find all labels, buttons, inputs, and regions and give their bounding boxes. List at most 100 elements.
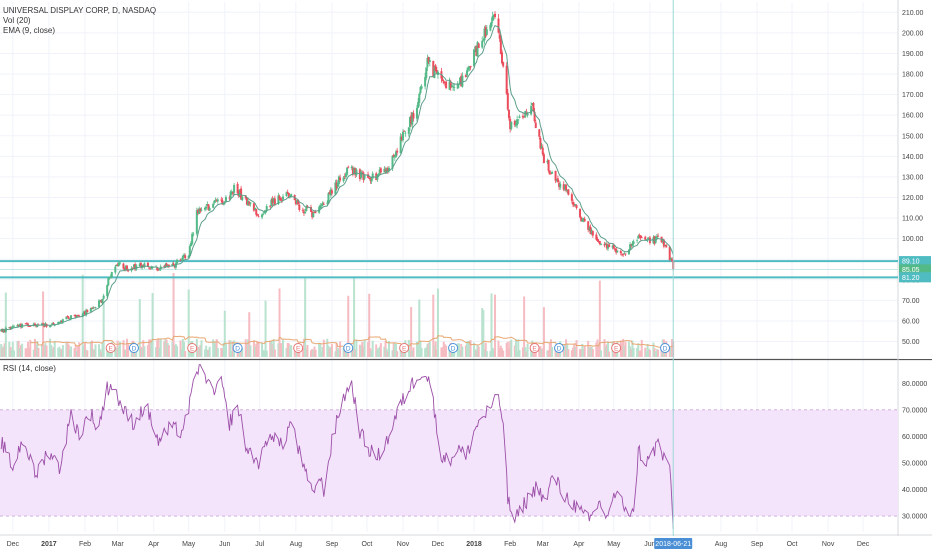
candle-body xyxy=(122,263,125,269)
volume-bar xyxy=(506,341,509,357)
price-tag: 89.10 xyxy=(899,256,931,267)
volume-bar xyxy=(350,347,353,357)
earnings-marker[interactable]: E xyxy=(293,343,304,353)
volume-bar xyxy=(101,342,104,357)
candle-body xyxy=(132,264,135,268)
volume-bar xyxy=(346,351,349,357)
candle-body xyxy=(2,329,5,333)
event-marker-circle xyxy=(529,343,540,353)
candle-body xyxy=(347,166,350,168)
volume-bar xyxy=(228,340,231,357)
volume-bar xyxy=(86,350,89,357)
candle-body xyxy=(505,65,508,94)
rsi-tick-label: 50.0000 xyxy=(902,460,927,467)
price-axis[interactable]: 50.0060.0070.0080.0090.00100.00110.00120… xyxy=(899,0,932,359)
volume-bar xyxy=(94,344,97,357)
volume-bar xyxy=(485,351,488,357)
volume-bar xyxy=(370,350,373,357)
candle-body xyxy=(400,136,403,141)
volume-bar xyxy=(474,349,477,357)
earnings-marker[interactable]: E xyxy=(105,343,116,353)
volume-bar xyxy=(75,351,78,357)
dividend-marker[interactable]: D xyxy=(232,343,243,353)
dividend-marker[interactable]: D xyxy=(128,343,139,353)
volume-bar xyxy=(254,346,257,357)
candle-body xyxy=(287,193,290,198)
volume-bar xyxy=(9,347,12,357)
symbol-title: UNIVERSAL DISPLAY CORP, D, NASDAQ xyxy=(3,6,157,15)
volume-bar xyxy=(336,347,339,357)
volume-bar xyxy=(163,341,166,357)
earnings-marker[interactable]: E xyxy=(529,343,540,353)
volume-bar xyxy=(302,338,305,357)
volume-bar xyxy=(509,341,512,357)
volume-bar xyxy=(595,342,598,357)
candle-body xyxy=(485,29,488,35)
volume-bar xyxy=(335,342,338,357)
volume-bar xyxy=(377,348,380,357)
volume-bar xyxy=(425,347,428,357)
candle-body xyxy=(424,77,427,87)
volume-bar xyxy=(539,346,542,357)
candle-body xyxy=(441,78,444,81)
candle-body xyxy=(344,173,347,178)
earnings-marker[interactable]: E xyxy=(399,343,410,353)
volume-bar xyxy=(510,339,513,357)
time-tick-label: Dec xyxy=(432,541,445,548)
candle-body xyxy=(89,308,92,312)
candle-body xyxy=(420,86,423,89)
candle-body xyxy=(165,263,168,267)
candle-body xyxy=(339,177,342,181)
event-marker-label: D xyxy=(132,345,137,352)
time-axis[interactable]: Dec 2017 Feb Mar Apr May Jun Jul Aug Sep Oct Nov Dec… xyxy=(7,538,870,549)
rsi-axis[interactable]: 30.0000 40.0000 50.0000 60.0000 70.0000 80.00… xyxy=(902,381,927,521)
dividend-marker[interactable]: D xyxy=(343,343,354,353)
candle-body xyxy=(280,200,283,201)
dividend-marker[interactable]: D xyxy=(448,343,459,353)
volume-bar xyxy=(322,339,325,357)
volume-bar xyxy=(109,349,112,357)
event-marker-circle xyxy=(343,343,354,353)
volume-bar xyxy=(622,338,625,357)
candle-body xyxy=(419,87,422,94)
volume-bar xyxy=(360,345,363,357)
earnings-marker[interactable]: E xyxy=(611,343,622,353)
candle-body xyxy=(57,322,60,325)
volume-bar xyxy=(176,346,179,357)
candle-body xyxy=(623,253,626,254)
volume-bar xyxy=(66,342,69,357)
volume-bar xyxy=(25,348,28,357)
volume-bar xyxy=(393,343,396,357)
candle-body xyxy=(25,323,28,324)
volume-bar xyxy=(620,343,623,357)
volume-bar xyxy=(516,351,519,357)
support-lines[interactable] xyxy=(0,260,898,279)
candle-body xyxy=(108,277,111,279)
candle-body xyxy=(435,69,438,74)
candle-body xyxy=(116,264,119,267)
candle-body xyxy=(598,241,601,244)
symbol-legend[interactable]: UNIVERSAL DISPLAY CORP, D, NASDAQ Vol (2… xyxy=(3,6,156,36)
volume-bar xyxy=(0,343,3,357)
candle-body xyxy=(615,248,618,253)
dividend-marker[interactable]: D xyxy=(554,343,565,353)
candle-body xyxy=(608,244,611,248)
candle-body xyxy=(77,315,80,317)
earnings-marker[interactable]: E xyxy=(187,343,198,353)
candle-body xyxy=(574,204,577,206)
volume-bar xyxy=(426,343,429,357)
volume-bar xyxy=(581,343,584,357)
time-tick-label: Jun xyxy=(644,541,655,548)
volume-bar xyxy=(28,347,31,357)
volume-bar xyxy=(573,344,576,357)
candle-body xyxy=(638,235,641,237)
rsi-legend[interactable]: RSI (14, close) xyxy=(3,364,56,373)
dividend-marker[interactable]: D xyxy=(660,343,671,353)
candle-body xyxy=(125,265,128,271)
volume-bar xyxy=(78,342,81,357)
candle-body xyxy=(484,27,487,37)
volume-bar xyxy=(236,349,239,357)
